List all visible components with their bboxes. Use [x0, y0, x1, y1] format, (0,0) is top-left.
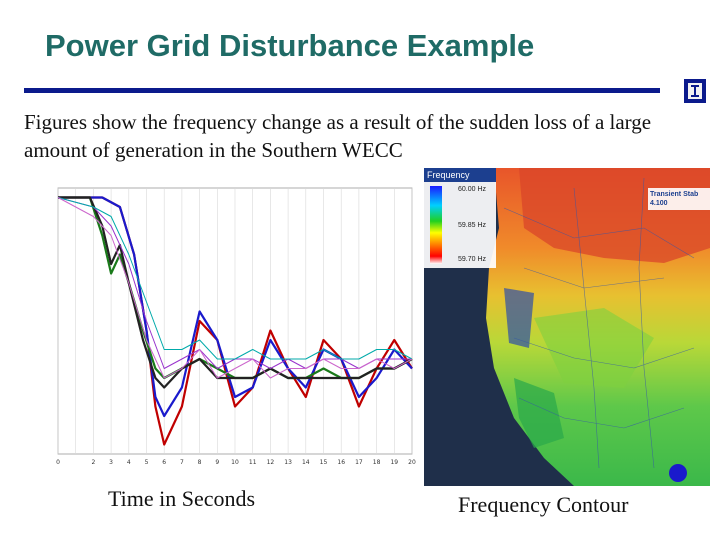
map-overlay-label: Transient Stab 4.100 [648, 188, 710, 210]
x-tick-label: 3 [109, 459, 113, 466]
frequency-chart: 0 2 3 4 5 6 7 8 9 10 11 12 13 14 15 16 17 18 19 20 [56, 187, 416, 466]
x-tick-label: 12 [267, 459, 275, 466]
x-tick-label: 16 [337, 459, 345, 466]
x-tick-label: 18 [373, 459, 381, 466]
x-tick-label: 17 [355, 459, 363, 466]
x-tick-label: 2 [91, 459, 95, 466]
x-tick-label: 0 [56, 459, 60, 466]
x-tick-label: 15 [320, 459, 328, 466]
university-logo-icon [684, 79, 706, 103]
x-tick-label: 9 [215, 459, 219, 466]
x-tick-label: 8 [198, 459, 202, 466]
series-line [57, 197, 413, 360]
x-tick-label: 10 [231, 459, 239, 466]
x-tick-label: 6 [162, 459, 166, 466]
chart-caption: Time in Seconds [108, 486, 256, 511]
legend-label-bottom: 59.70 Hz [458, 256, 487, 263]
map-caption: Frequency Contour [458, 492, 629, 517]
x-tick-label: 7 [180, 459, 184, 466]
x-tick-label: 19 [390, 459, 398, 466]
frequency-contour-map: Frequency 60.00 Hz 59.85 Hz 59.70 Hz Tra… [424, 168, 710, 486]
slide-body-text: Figures show the frequency change as a r… [24, 110, 652, 162]
series-line [57, 197, 413, 379]
x-tick-label: 11 [249, 459, 257, 466]
series-line [57, 197, 412, 369]
x-tick-label: 13 [284, 459, 292, 466]
legend-label-top: 60.00 Hz [458, 186, 487, 193]
legend-color-scale [430, 186, 442, 264]
x-tick-label: 14 [302, 459, 310, 466]
title-divider [24, 88, 660, 93]
legend-label-mid: 59.85 Hz [458, 222, 487, 229]
x-tick-label: 5 [145, 459, 149, 466]
slide-title: Power Grid Disturbance Example [45, 28, 535, 63]
x-tick-label: 4 [127, 459, 131, 466]
map-legend: Frequency 60.00 Hz 59.85 Hz 59.70 Hz [424, 168, 496, 268]
x-tick-label: 20 [408, 459, 416, 466]
legend-title: Frequency [424, 168, 496, 182]
